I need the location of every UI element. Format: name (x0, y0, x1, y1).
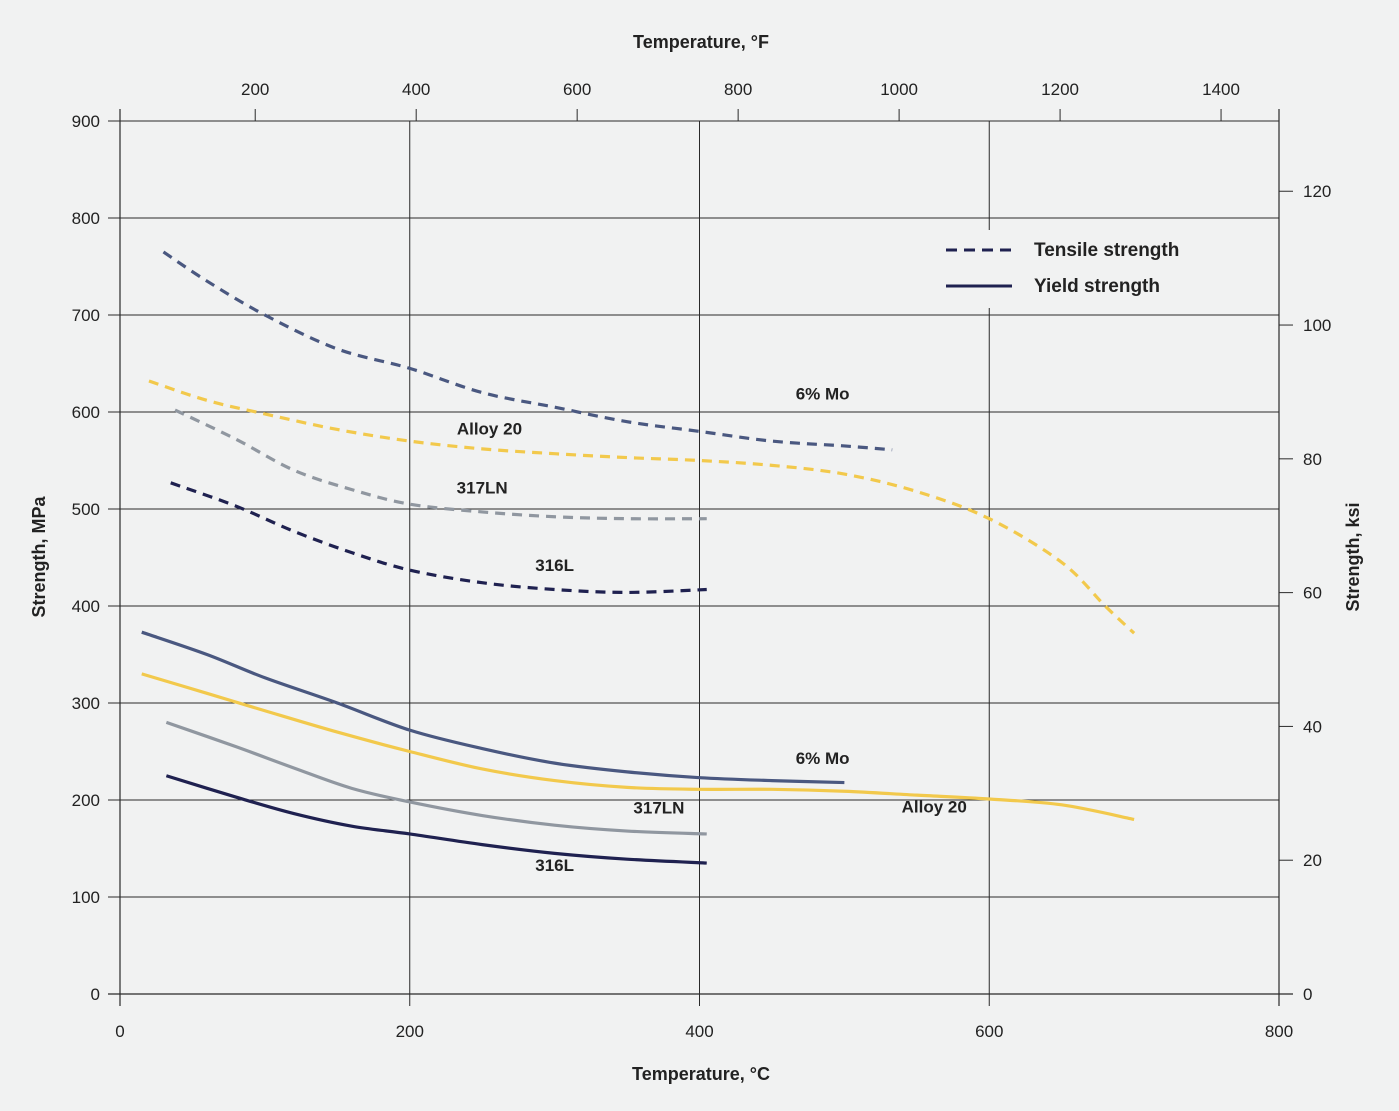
tick-label-x2-800: 800 (724, 80, 752, 99)
tick-label-x-200: 200 (396, 1022, 424, 1041)
x2-axis-title: Temperature, °F (633, 32, 769, 52)
series-label-1: Alloy 20 (457, 419, 522, 438)
series-label-6: 316L (535, 856, 574, 875)
series-line-tensile-3 (170, 481, 707, 595)
tick-label-x-0: 0 (115, 1022, 124, 1041)
series-label-bg-0 (774, 381, 871, 406)
tick-label-y-900: 900 (72, 112, 100, 131)
series-group (141, 250, 1136, 865)
tick-label-x2-600: 600 (563, 80, 591, 99)
legend-background (928, 230, 1200, 308)
series-label-4: 6% Mo (796, 749, 850, 768)
series-line-yield-5 (141, 672, 1135, 821)
series-label-5: 317LN (633, 799, 684, 818)
tick-label-y-700: 700 (72, 306, 100, 325)
legend-label-yield: Yield strength (1034, 276, 1160, 297)
tick-label-y-800: 800 (72, 209, 100, 228)
tick-label-x-800: 800 (1265, 1022, 1293, 1041)
legend: Tensile strength Yield strength (928, 230, 1200, 308)
tick-label-y2-60: 60 (1303, 584, 1322, 603)
tick-label-y2-100: 100 (1303, 316, 1331, 335)
tick-label-x-400: 400 (685, 1022, 713, 1041)
series-line-tensile-0 (162, 250, 893, 452)
series-line-yield-6 (165, 720, 707, 836)
tick-label-y-400: 400 (72, 597, 100, 616)
tick-label-y-0: 0 (91, 985, 100, 1004)
tick-label-x2-1200: 1200 (1041, 80, 1079, 99)
series-label-3: 316L (535, 556, 574, 575)
x-axis-title: Temperature, °C (632, 1064, 770, 1084)
tick-label-y2-0: 0 (1303, 985, 1312, 1004)
series-label-2: 317LN (457, 478, 508, 497)
legend-label-tensile: Tensile strength (1034, 240, 1179, 261)
tick-label-x2-200: 200 (241, 80, 269, 99)
tick-label-y2-40: 40 (1303, 717, 1322, 736)
tick-label-x2-1400: 1400 (1202, 80, 1240, 99)
series-line-tensile-1 (148, 379, 1136, 635)
series-label-7: Alloy 20 (902, 798, 967, 817)
series-line-yield-7 (165, 774, 707, 865)
tick-label-y-200: 200 (72, 791, 100, 810)
tick-label-y-600: 600 (72, 403, 100, 422)
tick-label-y2-80: 80 (1303, 450, 1322, 469)
series-label-0: 6% Mo (796, 384, 850, 403)
y-axis-title: Strength, MPa (29, 496, 49, 618)
tick-label-y-100: 100 (72, 888, 100, 907)
tick-label-x-600: 600 (975, 1022, 1003, 1041)
series-line-yield-4 (141, 630, 845, 785)
tick-label-y-300: 300 (72, 694, 100, 713)
y2-axis-title: Strength, ksi (1343, 502, 1363, 611)
tick-label-x2-400: 400 (402, 80, 430, 99)
tick-label-x2-1000: 1000 (880, 80, 918, 99)
series-labels: 6% Mo Alloy 20 317LN 316L 6% Mo 317LN 316L Allo… (457, 381, 967, 875)
tick-label-y2-120: 120 (1303, 182, 1331, 201)
tick-label-y-500: 500 (72, 500, 100, 519)
tick-label-y2-20: 20 (1303, 851, 1322, 870)
